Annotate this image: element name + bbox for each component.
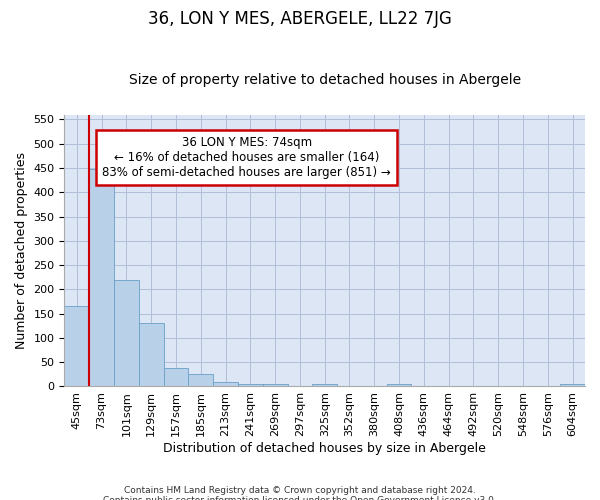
Y-axis label: Number of detached properties: Number of detached properties (15, 152, 28, 349)
X-axis label: Distribution of detached houses by size in Abergele: Distribution of detached houses by size … (163, 442, 486, 455)
Bar (213, 382, 238, 386)
Bar (64, 306, 89, 386)
Bar (238, 384, 263, 386)
Bar (89, 170, 114, 386)
Bar (263, 384, 287, 386)
Bar (114, 280, 139, 386)
Bar (386, 384, 412, 386)
Bar (560, 384, 585, 386)
Text: Contains public sector information licensed under the Open Government Licence v3: Contains public sector information licen… (103, 496, 497, 500)
Bar (188, 374, 213, 386)
Bar (164, 368, 188, 386)
Bar (139, 324, 164, 386)
Bar (313, 384, 337, 386)
Text: 36, LON Y MES, ABERGELE, LL22 7JG: 36, LON Y MES, ABERGELE, LL22 7JG (148, 10, 452, 28)
Text: 36 LON Y MES: 74sqm
← 16% of detached houses are smaller (164)
83% of semi-detac: 36 LON Y MES: 74sqm ← 16% of detached ho… (102, 136, 391, 180)
Title: Size of property relative to detached houses in Abergele: Size of property relative to detached ho… (128, 73, 521, 87)
Text: Contains HM Land Registry data © Crown copyright and database right 2024.: Contains HM Land Registry data © Crown c… (124, 486, 476, 495)
